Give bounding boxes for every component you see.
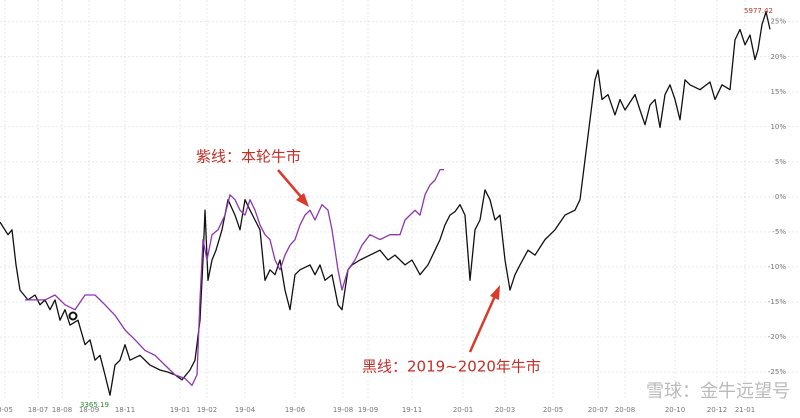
y-tick-label: 10% [770, 123, 786, 131]
x-tick-label: 18-11 [115, 406, 135, 414]
x-tick-label: 19-01 [170, 406, 190, 414]
arrows [277, 169, 500, 353]
x-tick-label: 18-08 [52, 406, 72, 414]
y-tick-label: 5% [775, 158, 786, 166]
watermark: 雪球：金牛远望号 [646, 381, 790, 402]
purple-annotation: 紫线：本轮牛市 [196, 148, 301, 166]
x-tick-label: 21-01 [735, 406, 755, 414]
y-tick-label: -15% [768, 298, 786, 306]
x-tick-label: 18-07 [28, 406, 48, 414]
min-label: 3365.19 [80, 401, 109, 409]
x-tick-label: 19-08 [333, 406, 353, 414]
x-tick-label: 19-11 [402, 406, 422, 414]
black-annotation: 黑线：2019~2020年牛市 [362, 358, 541, 376]
y-tick-label: -20% [768, 333, 786, 341]
y-tick-label: -25% [768, 368, 786, 376]
lines [0, 11, 771, 396]
x-tick-label: 20-05 [543, 406, 563, 414]
x-tick-label: 18-09 [79, 406, 99, 414]
x-tick-label: 19-06 [285, 406, 306, 414]
y-tick-label: -5% [772, 228, 786, 236]
y-tick-label: 20% [770, 53, 786, 61]
series-line [25, 168, 444, 387]
y-tick-label: 15% [770, 88, 786, 96]
y-tick-label: -10% [768, 263, 786, 271]
x-tick-label: 19-09 [358, 406, 378, 414]
y-tick-label: 25% [770, 18, 786, 26]
start-marker [68, 311, 78, 321]
x-tick-label: 20-01 [453, 406, 473, 414]
x-tick-label: 20-07 [588, 406, 608, 414]
x-tick-label: 20-12 [707, 406, 727, 414]
y-tick-label: 0% [775, 193, 786, 201]
x-tick-label: 8-05 [0, 406, 13, 414]
x-tick-label: 20-08 [615, 406, 635, 414]
x-tick-label: 19-02 [197, 406, 217, 414]
max-label: 5977.42 [744, 7, 773, 15]
x-tick-label: 20-03 [495, 406, 515, 414]
x-tick-label: 20-10 [665, 406, 685, 414]
x-tick-label: 19-04 [235, 406, 256, 414]
series-line [0, 11, 771, 396]
